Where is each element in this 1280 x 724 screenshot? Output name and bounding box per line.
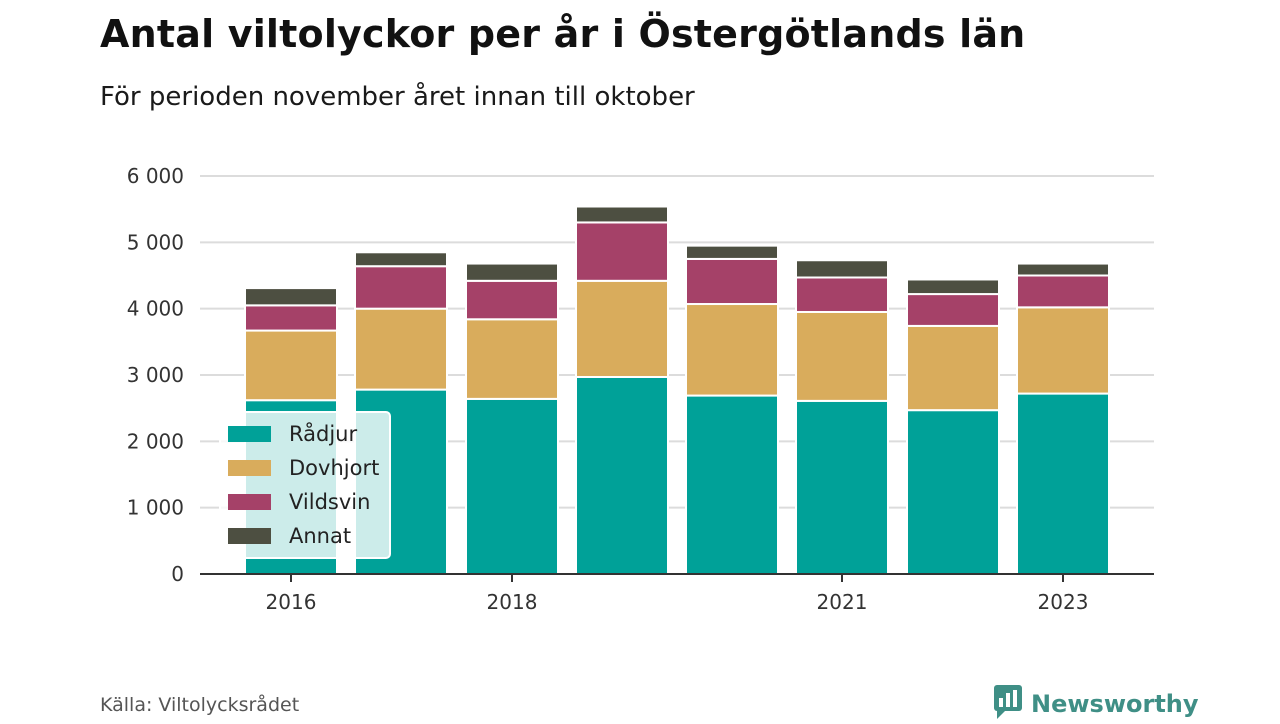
x-tick-label: 2018	[487, 590, 538, 614]
brand-logo[interactable]: Newsworthy	[993, 684, 1199, 724]
bar-segment-rådjur	[906, 409, 1000, 576]
x-tick-label: 2021	[817, 590, 868, 614]
bar-segment-dovhjort	[795, 310, 889, 402]
legend-label: Dovhjort	[289, 456, 379, 480]
y-tick-label: 0	[171, 562, 184, 586]
y-tick-label: 4 000	[127, 297, 184, 321]
legend-label: Annat	[289, 524, 351, 548]
bar-segment-vildsvin	[795, 276, 889, 313]
brand-name: Newsworthy	[1031, 690, 1199, 718]
bar-segment-annat	[906, 278, 1000, 296]
bar-segment-dovhjort	[354, 307, 448, 391]
bar-segment-rådjur	[1016, 392, 1110, 575]
bar-segment-annat	[354, 251, 448, 268]
bar-segment-annat	[575, 205, 669, 224]
legend-swatch-dovhjort	[228, 460, 271, 476]
legend-label: Vildsvin	[289, 490, 370, 514]
y-tick-label: 2 000	[127, 429, 184, 453]
y-tick-label: 3 000	[127, 363, 184, 387]
bar-segment-annat	[795, 259, 889, 279]
y-tick-label: 6 000	[127, 164, 184, 188]
bar-segment-rådjur	[795, 399, 889, 575]
bar-segment-rådjur	[685, 394, 779, 575]
legend-swatch-vildsvin	[228, 494, 271, 510]
bar-segment-annat	[244, 287, 338, 307]
bar-segment-vildsvin	[244, 304, 338, 332]
bar-segment-rådjur	[575, 375, 669, 575]
chart-title: Antal viltolyckor per år i Östergötlands…	[100, 12, 1026, 56]
y-tick-label: 1 000	[127, 496, 184, 520]
bar-segment-annat	[685, 244, 779, 260]
bar-segment-vildsvin	[906, 293, 1000, 327]
bar-segment-vildsvin	[1016, 274, 1110, 309]
bar-segment-dovhjort	[906, 324, 1000, 412]
legend-swatch-rådjur	[228, 426, 271, 442]
legend-box	[219, 411, 391, 559]
legend-label: Rådjur	[289, 421, 357, 446]
bar-segment-vildsvin	[465, 279, 559, 321]
bar-segment-dovhjort	[244, 329, 338, 402]
bar-segment-dovhjort	[575, 279, 669, 378]
newsworthy-logo-icon	[993, 684, 1023, 724]
chart-subtitle: För perioden november året innan till ok…	[100, 82, 695, 112]
bar-segment-vildsvin	[354, 265, 448, 310]
bar-segment-annat	[1016, 262, 1110, 277]
y-tick-label: 5 000	[127, 230, 184, 254]
bar-segment-vildsvin	[575, 221, 669, 282]
x-tick-label: 2016	[266, 590, 317, 614]
bar-segment-dovhjort	[1016, 306, 1110, 395]
source-note: Källa: Viltolycksrådet	[100, 694, 300, 716]
bar-segment-dovhjort	[685, 303, 779, 397]
legend-swatch-annat	[228, 528, 271, 544]
x-tick-label: 2023	[1038, 590, 1089, 614]
bar-segment-annat	[465, 262, 559, 282]
bar-segment-rådjur	[465, 397, 559, 575]
bar-segment-vildsvin	[685, 257, 779, 306]
bar-segment-dovhjort	[465, 318, 559, 400]
